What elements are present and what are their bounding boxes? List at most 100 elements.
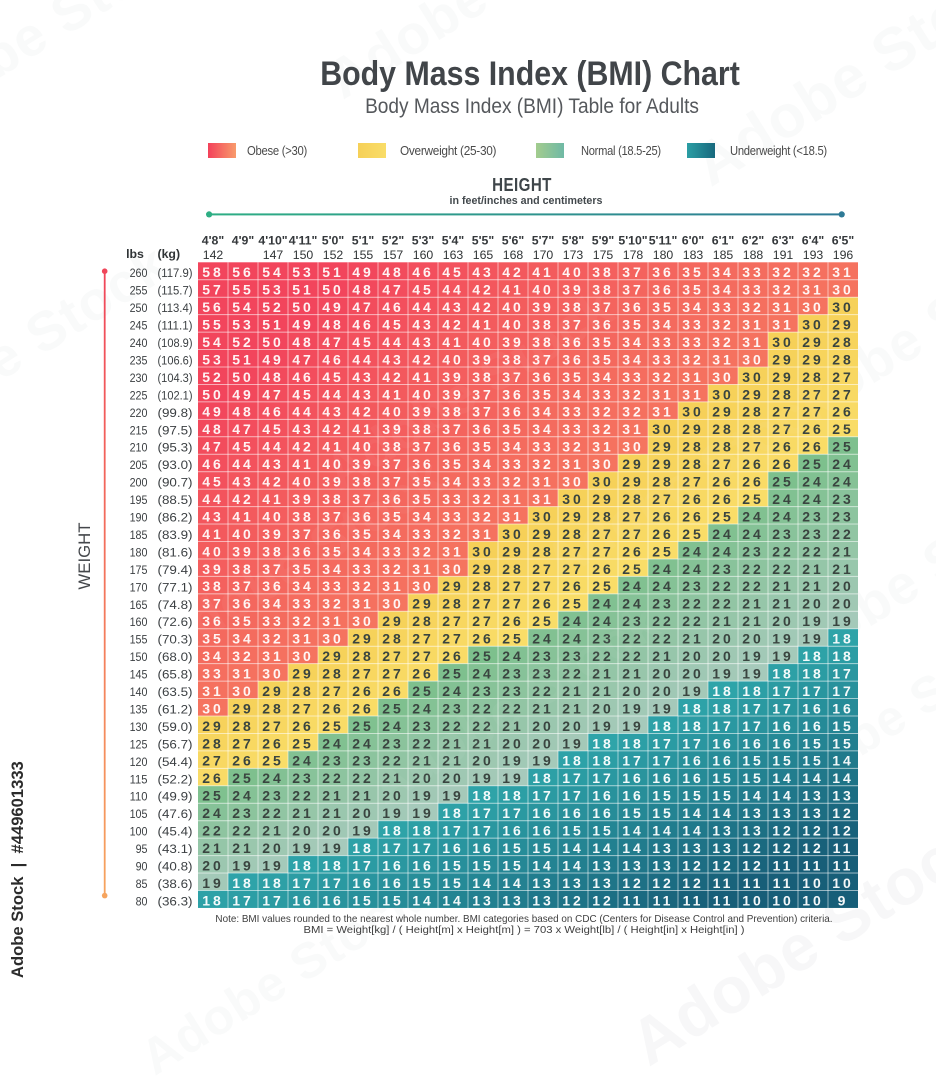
svg-text:25: 25	[652, 543, 674, 559]
svg-text:36: 36	[352, 508, 374, 524]
svg-text:27: 27	[772, 404, 794, 420]
svg-text:22: 22	[502, 700, 524, 716]
svg-text:24: 24	[412, 700, 434, 716]
svg-text:20: 20	[532, 735, 554, 751]
svg-text:21: 21	[322, 788, 344, 804]
svg-text:31: 31	[742, 317, 764, 333]
svg-text:21: 21	[472, 735, 494, 751]
svg-text:39: 39	[412, 404, 434, 420]
svg-text:31: 31	[232, 666, 254, 682]
svg-text:32: 32	[472, 508, 494, 524]
svg-text:40: 40	[322, 456, 344, 472]
svg-text:22: 22	[742, 561, 764, 577]
svg-text:33: 33	[562, 421, 584, 437]
svg-text:40: 40	[292, 474, 314, 490]
svg-text:23: 23	[532, 666, 554, 682]
svg-text:17: 17	[532, 788, 554, 804]
svg-text:5'4": 5'4"	[442, 233, 465, 247]
svg-text:18: 18	[502, 788, 524, 804]
svg-text:19: 19	[742, 648, 764, 664]
svg-text:18: 18	[712, 683, 734, 699]
svg-text:27: 27	[532, 578, 554, 594]
svg-text:32: 32	[652, 369, 674, 385]
svg-text:14: 14	[772, 788, 794, 804]
svg-text:14: 14	[832, 753, 854, 769]
svg-text:27: 27	[352, 666, 374, 682]
svg-text:41: 41	[292, 456, 314, 472]
svg-text:18: 18	[202, 892, 224, 908]
svg-text:35: 35	[682, 282, 704, 298]
svg-text:21: 21	[832, 543, 854, 559]
svg-text:220: 220	[130, 406, 148, 420]
svg-text:15: 15	[802, 735, 824, 751]
svg-text:25: 25	[232, 770, 254, 786]
svg-text:25: 25	[412, 683, 434, 699]
svg-text:37: 37	[292, 526, 314, 542]
svg-text:26: 26	[802, 439, 824, 455]
svg-text:21: 21	[532, 700, 554, 716]
svg-text:17: 17	[352, 857, 374, 873]
svg-text:170: 170	[533, 248, 554, 262]
svg-text:25: 25	[262, 753, 284, 769]
svg-text:26: 26	[652, 508, 674, 524]
svg-text:38: 38	[532, 317, 554, 333]
svg-text:32: 32	[472, 491, 494, 507]
svg-text:142: 142	[203, 248, 224, 262]
svg-text:27: 27	[202, 753, 224, 769]
svg-text:25: 25	[592, 578, 614, 594]
svg-text:28: 28	[292, 683, 314, 699]
svg-text:215: 215	[130, 423, 148, 437]
svg-text:30: 30	[772, 334, 794, 350]
svg-text:34: 34	[532, 421, 554, 437]
svg-text:20: 20	[412, 770, 434, 786]
svg-text:35: 35	[202, 631, 224, 647]
svg-text:5'5": 5'5"	[472, 233, 495, 247]
svg-text:29: 29	[472, 561, 494, 577]
svg-text:25: 25	[622, 561, 644, 577]
svg-text:47: 47	[352, 299, 374, 315]
svg-text:19: 19	[202, 875, 224, 891]
svg-text:19: 19	[232, 857, 254, 873]
svg-text:26: 26	[322, 700, 344, 716]
svg-text:18: 18	[442, 805, 464, 821]
svg-text:25: 25	[802, 456, 824, 472]
svg-text:(77.1): (77.1)	[158, 580, 193, 594]
svg-text:13: 13	[712, 823, 734, 839]
svg-text:48: 48	[322, 317, 344, 333]
svg-text:27: 27	[262, 718, 284, 734]
svg-text:25: 25	[382, 700, 404, 716]
svg-text:(115.7): (115.7)	[158, 284, 193, 298]
svg-text:21: 21	[352, 788, 374, 804]
svg-text:37: 37	[412, 439, 434, 455]
svg-text:30: 30	[802, 299, 824, 315]
svg-text:27: 27	[592, 526, 614, 542]
svg-text:5'10": 5'10"	[618, 233, 647, 247]
svg-text:26: 26	[802, 421, 824, 437]
svg-text:31: 31	[682, 386, 704, 402]
svg-text:43: 43	[262, 456, 284, 472]
svg-text:15: 15	[712, 770, 734, 786]
svg-text:37: 37	[502, 369, 524, 385]
svg-text:25: 25	[562, 596, 584, 612]
svg-text:28: 28	[442, 596, 464, 612]
svg-text:33: 33	[652, 351, 674, 367]
svg-text:33: 33	[202, 666, 224, 682]
svg-text:27: 27	[502, 578, 524, 594]
svg-text:50: 50	[322, 282, 344, 298]
svg-text:24: 24	[622, 596, 644, 612]
svg-text:29: 29	[232, 700, 254, 716]
svg-text:34: 34	[352, 543, 374, 559]
svg-text:42: 42	[412, 351, 434, 367]
svg-text:40: 40	[352, 439, 374, 455]
svg-text:22: 22	[292, 788, 314, 804]
svg-text:19: 19	[442, 788, 464, 804]
svg-text:145: 145	[130, 668, 148, 682]
svg-text:43: 43	[322, 404, 344, 420]
svg-text:29: 29	[772, 369, 794, 385]
svg-text:33: 33	[712, 299, 734, 315]
svg-text:38: 38	[472, 369, 494, 385]
svg-text:(108.9): (108.9)	[158, 336, 193, 350]
svg-text:24: 24	[622, 578, 644, 594]
svg-text:34: 34	[322, 561, 344, 577]
svg-text:160: 160	[130, 615, 148, 629]
